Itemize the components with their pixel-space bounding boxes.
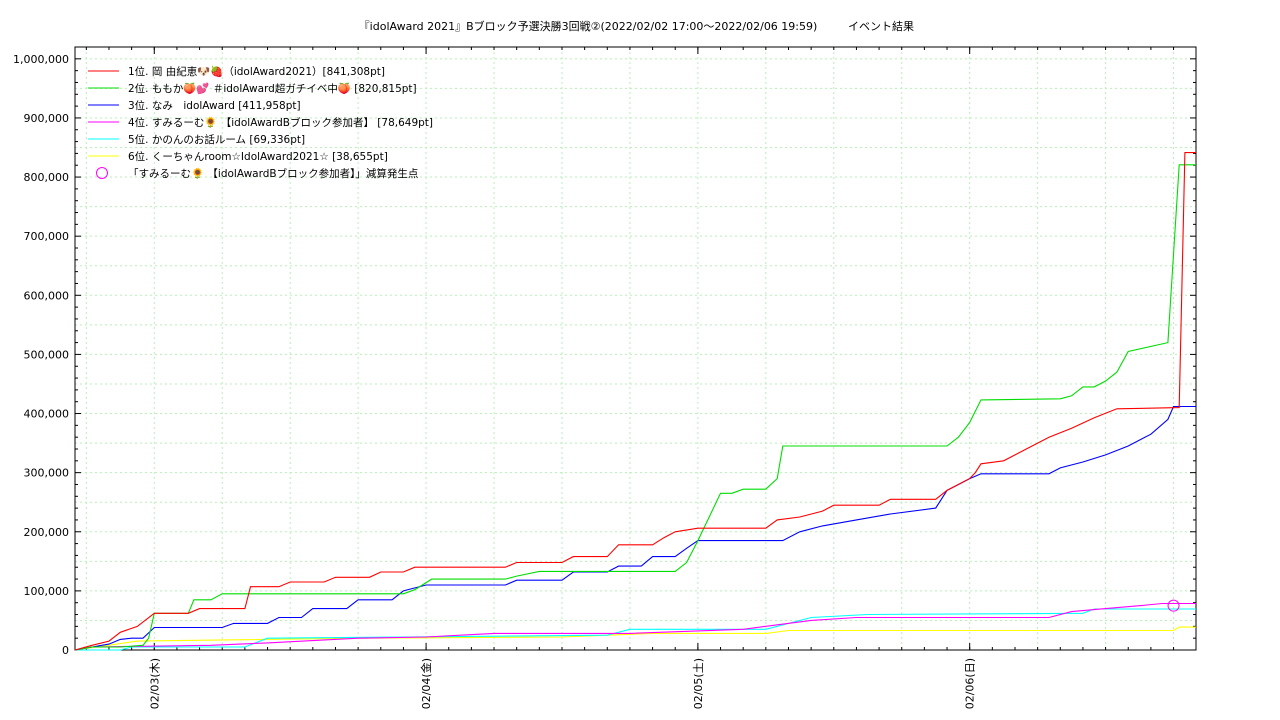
legend: 1位. 岡 由紀恵🐶🍓（idolAward2021）[841,308pt] 2位.… <box>88 65 433 180</box>
y-tick-label: 1,000,000 <box>13 53 69 66</box>
legend-marker-symbol <box>96 167 108 179</box>
axes: 0 100,000 200,000 300,000 400,000 500,000 600,… <box>13 46 1197 709</box>
legend-label-3: 3位. なみ idolAward [411,958pt] <box>128 99 301 112</box>
chart-title: 『idolAward 2021』Bブロック予選決勝3回戦②(2022/02/02… <box>359 19 818 33</box>
y-tick-label: 300,000 <box>24 467 70 480</box>
series-line-4 <box>74 602 1196 651</box>
chart-subtitle: イベント結果 <box>848 19 914 33</box>
deduction-marker <box>1167 599 1180 612</box>
y-tick-label: 600,000 <box>24 289 70 302</box>
x-tick-label: 02/03(木) <box>148 658 161 709</box>
series-line-3 <box>74 405 1196 651</box>
y-tick-label: 500,000 <box>24 348 70 361</box>
legend-label-1: 1位. 岡 由紀恵🐶🍓（idolAward2021）[841,308pt] <box>128 65 385 78</box>
y-tick-label: 700,000 <box>24 230 70 243</box>
legend-label-2: 2位. ももか🍑💕 ＃idolAward超ガチイベ中🍑 [820,815pt] <box>128 82 417 95</box>
markers <box>1167 599 1180 612</box>
series-line-2 <box>74 164 1196 651</box>
y-tick-label: 100,000 <box>24 585 70 598</box>
series-line-5 <box>75 608 1196 651</box>
grid <box>75 47 1196 650</box>
series-line-1 <box>74 152 1196 651</box>
legend-label-5: 5位. かのんのお話ルーム [69,336pt] <box>128 133 305 146</box>
legend-marker-label: 「すみるーむ🌻 【idolAwardBブロック参加者】」減算発生点 <box>128 167 418 180</box>
x-tick-label: 02/05(土) <box>692 658 705 709</box>
y-tick-label: 800,000 <box>24 171 70 184</box>
plot-frame <box>74 46 1197 651</box>
y-tick-label: 200,000 <box>24 526 70 539</box>
x-tick-label: 02/06(日) <box>964 658 977 709</box>
legend-label-6: 6位. くーちゃんroom☆IdolAward2021☆ [38,655pt] <box>128 150 388 163</box>
y-tick-label: 900,000 <box>24 112 70 125</box>
series-line-6 <box>74 626 1196 651</box>
x-tick-label: 02/04(金) <box>419 658 433 709</box>
series-lines <box>74 152 1196 651</box>
legend-label-4: 4位. すみるーむ🌻 【idolAwardBブロック参加者】 [78,649pt… <box>128 116 433 129</box>
y-tick-label: 400,000 <box>24 408 70 421</box>
y-tick-label: 0 <box>62 644 69 657</box>
